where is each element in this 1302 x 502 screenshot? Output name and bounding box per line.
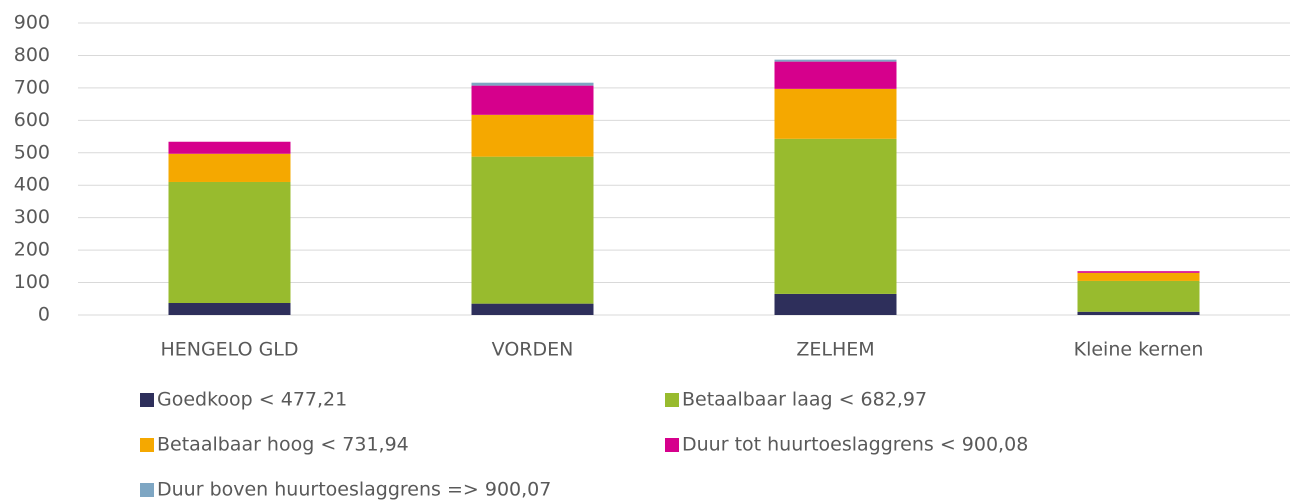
legend-label: Betaalbaar hoog < 731,94 — [157, 434, 409, 456]
bar-segment — [774, 293, 897, 315]
bar-segment — [1077, 272, 1200, 281]
bar-segment — [774, 138, 897, 294]
legend-swatch — [140, 483, 154, 497]
bar-segment — [471, 82, 594, 86]
y-tick-label: 300 — [14, 206, 50, 228]
y-tick-label: 200 — [14, 239, 50, 261]
bar-segment — [168, 181, 291, 303]
legend-label: Betaalbaar laag < 682,97 — [682, 389, 927, 411]
x-tick-label: VORDEN — [492, 339, 574, 361]
x-tick-label: ZELHEM — [796, 339, 874, 361]
y-tick-label: 500 — [14, 141, 50, 163]
y-tick-label: 800 — [14, 44, 50, 66]
bar-segment — [774, 88, 897, 139]
y-tick-label: 100 — [14, 271, 50, 293]
bar-segment — [1077, 280, 1200, 312]
legend-label: Goedkoop < 477,21 — [157, 389, 347, 411]
y-tick-label: 600 — [14, 109, 50, 131]
bar-segment — [1077, 311, 1200, 315]
bar-segment — [774, 61, 897, 89]
y-tick-label: 900 — [14, 12, 50, 34]
bar-segment — [471, 85, 594, 115]
bar-segment — [168, 153, 291, 182]
legend-label: Duur tot huurtoeslaggrens < 900,08 — [682, 434, 1028, 456]
x-tick-label: Kleine kernen — [1074, 339, 1204, 361]
legend-swatch — [140, 438, 154, 452]
bar-segment — [168, 302, 291, 315]
legend-label: Duur boven huurtoeslaggrens => 900,07 — [157, 479, 551, 501]
bar-segment — [168, 141, 291, 154]
x-tick-label: HENGELO GLD — [160, 339, 298, 361]
bar-segment — [471, 303, 594, 315]
y-tick-label: 700 — [14, 76, 50, 98]
y-tick-label: 0 — [38, 304, 50, 326]
bar-segment — [774, 59, 897, 62]
bar-segment — [471, 114, 594, 157]
legend-swatch — [665, 393, 679, 407]
y-tick-label: 400 — [14, 174, 50, 196]
bar-segment — [471, 156, 594, 304]
bar-segment — [1077, 271, 1200, 273]
legend-swatch — [140, 393, 154, 407]
legend-swatch — [665, 438, 679, 452]
